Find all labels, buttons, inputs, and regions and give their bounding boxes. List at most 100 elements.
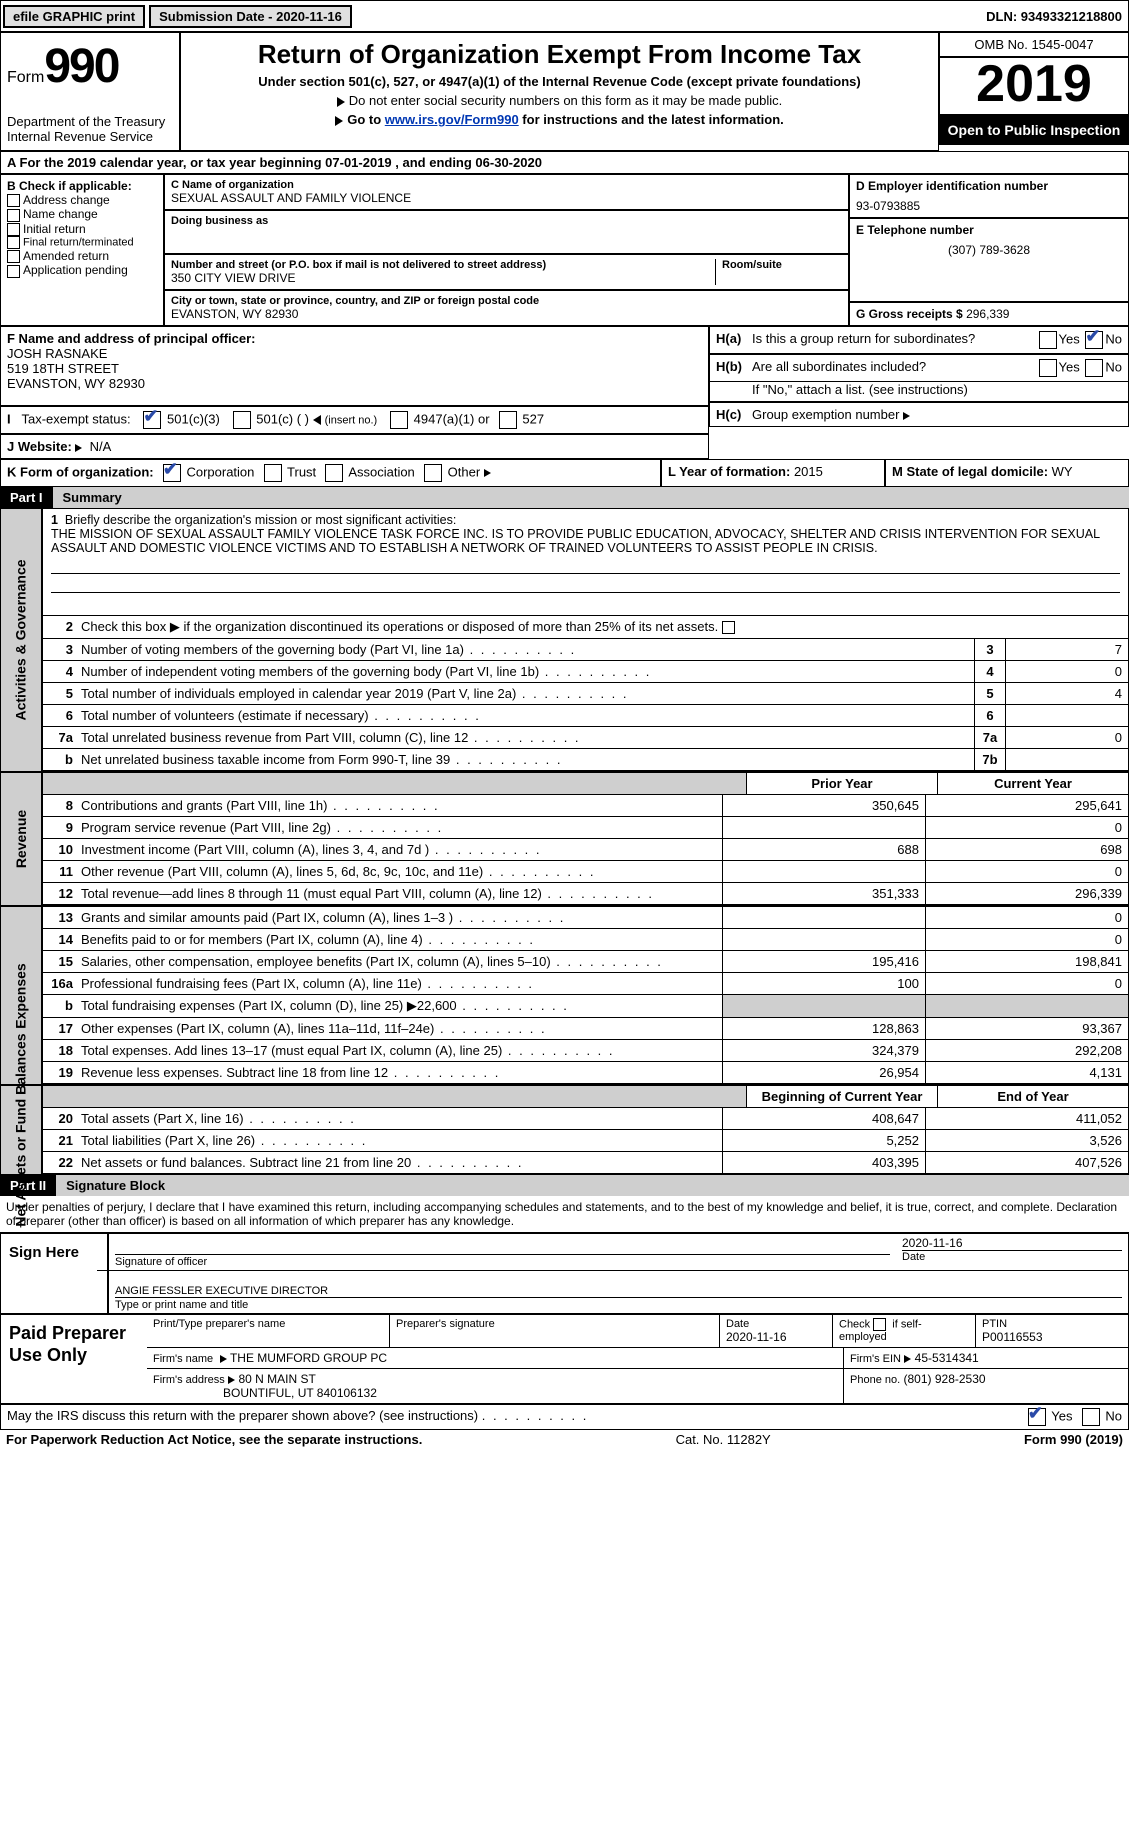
- opt-app-pending: Application pending: [23, 263, 128, 277]
- footer: For Paperwork Reduction Act Notice, see …: [0, 1430, 1129, 1449]
- yes-label: Yes: [1059, 331, 1080, 346]
- section-k: K Form of organization: Corporation Trus…: [0, 459, 661, 487]
- website-val: N/A: [90, 439, 112, 454]
- table-row: 8Contributions and grants (Part VIII, li…: [43, 795, 1128, 817]
- cat-no: Cat. No. 11282Y: [422, 1432, 1024, 1447]
- checkbox-yes[interactable]: [1039, 331, 1057, 349]
- triangle-icon: [220, 1355, 227, 1363]
- firm-ein-val: 45-5314341: [915, 1351, 979, 1365]
- triangle-icon: [337, 97, 345, 107]
- officer-addr2: EVANSTON, WY 82930: [7, 376, 145, 391]
- addr-label: Number and street (or P.O. box if mail i…: [171, 259, 715, 271]
- section-i: I Tax-exempt status: 501(c)(3) 501(c) ( …: [0, 406, 709, 434]
- table-row: 21Total liabilities (Part X, line 26)5,2…: [43, 1130, 1128, 1152]
- city-val: EVANSTON, WY 82930: [171, 307, 842, 321]
- form-subtitle: Under section 501(c), 527, or 4947(a)(1)…: [187, 74, 932, 89]
- l-val: 2015: [794, 464, 823, 479]
- table-row: 16aProfessional fundraising fees (Part I…: [43, 973, 1128, 995]
- department-label: Department of the TreasuryInternal Reven…: [7, 114, 173, 144]
- opt-assoc: Association: [348, 464, 414, 479]
- checkbox-icon[interactable]: [7, 236, 20, 249]
- checkbox-501c[interactable]: [233, 411, 251, 429]
- sig-date: 2020-11-16: [902, 1236, 1122, 1250]
- hb-note: If "No," attach a list. (see instruction…: [752, 382, 1122, 397]
- checkbox-trust[interactable]: [264, 464, 282, 482]
- checkbox-icon[interactable]: [7, 250, 20, 263]
- form990-link[interactable]: www.irs.gov/Form990: [385, 112, 519, 127]
- table-row: 6Total number of volunteers (estimate if…: [43, 705, 1128, 727]
- b-title: B Check if applicable:: [7, 179, 157, 193]
- side-revenue: Revenue: [0, 772, 42, 906]
- fin-header: Prior YearCurrent Year: [43, 773, 1128, 795]
- triangle-icon: [903, 412, 910, 420]
- checkbox-selfemp[interactable]: [873, 1318, 886, 1331]
- year-box: OMB No. 1545-0047 2019 Open to Public In…: [939, 32, 1129, 151]
- discuss-row: May the IRS discuss this return with the…: [0, 1404, 1129, 1430]
- triangle-left-icon: [313, 415, 321, 425]
- checkbox-other[interactable]: [424, 464, 442, 482]
- note-ssn: Do not enter social security numbers on …: [349, 93, 783, 108]
- triangle-icon: [904, 1355, 911, 1363]
- dba-label: Doing business as: [171, 215, 842, 227]
- h-a-row: H(a)Is this a group return for subordina…: [709, 326, 1129, 354]
- checkbox-icon[interactable]: [7, 209, 20, 222]
- table-row: 7aTotal unrelated business revenue from …: [43, 727, 1128, 749]
- room-label: Room/suite: [722, 259, 842, 271]
- side-governance: Activities & Governance: [0, 508, 42, 772]
- section-m: M State of legal domicile: WY: [885, 459, 1129, 487]
- checkbox-yes[interactable]: [1039, 359, 1057, 377]
- sign-here-block: Sign Here Signature of officer 2020-11-1…: [0, 1233, 1129, 1314]
- checkbox-icon[interactable]: [7, 194, 20, 207]
- website-label: J Website:: [7, 439, 72, 454]
- table-row: 4Number of independent voting members of…: [43, 661, 1128, 683]
- form-word: Form: [7, 69, 44, 86]
- m-val: WY: [1052, 464, 1073, 479]
- table-row: 18Total expenses. Add lines 13–17 (must …: [43, 1040, 1128, 1062]
- checkbox-no[interactable]: [1085, 359, 1103, 377]
- checkbox-icon[interactable]: [7, 223, 20, 236]
- checkbox-527[interactable]: [499, 411, 517, 429]
- gross-val: 296,339: [966, 307, 1009, 321]
- org-name: SEXUAL ASSAULT AND FAMILY VIOLENCE: [171, 191, 842, 205]
- prior-year-hdr: Prior Year: [746, 773, 937, 794]
- table-row: 12Total revenue—add lines 8 through 11 (…: [43, 883, 1128, 905]
- goto-pre: Go to: [347, 112, 385, 127]
- part-1-header: Part I Summary: [0, 487, 1129, 508]
- opt-corp: Corporation: [186, 464, 254, 479]
- hc-text: Group exemption number: [752, 407, 899, 422]
- public-inspection-label: Open to Public Inspection: [939, 115, 1129, 145]
- section-b: B Check if applicable: Address change Na…: [0, 174, 164, 326]
- part-1-title: Summary: [53, 487, 1129, 508]
- current-year-hdr: Current Year: [937, 773, 1128, 794]
- section-f: F Name and address of principal officer:…: [0, 326, 709, 406]
- efile-button[interactable]: efile GRAPHIC print: [3, 5, 145, 28]
- line-1: 1 Briefly describe the organization's mi…: [43, 509, 1128, 616]
- officer-printed-name: ANGIE FESSLER EXECUTIVE DIRECTOR: [115, 1273, 1122, 1297]
- checkbox-4947[interactable]: [390, 411, 408, 429]
- goto-post: for instructions and the latest informat…: [519, 112, 784, 127]
- checkbox-icon[interactable]: [7, 265, 20, 278]
- opt-501c3: 501(c)(3): [167, 411, 220, 426]
- opt-initial-return: Initial return: [23, 222, 86, 236]
- checkbox-no[interactable]: [1085, 331, 1103, 349]
- checkbox-assoc[interactable]: [325, 464, 343, 482]
- part-1-label: Part I: [0, 487, 53, 508]
- no-label: No: [1105, 331, 1122, 346]
- officer-name: JOSH RASNAKE: [7, 346, 107, 361]
- opt-4947: 4947(a)(1) or: [414, 411, 490, 426]
- f-label: F Name and address of principal officer:: [7, 331, 256, 346]
- phone-val: (801) 928-2530: [904, 1372, 986, 1386]
- no-label: No: [1105, 359, 1122, 374]
- table-row: 13Grants and similar amounts paid (Part …: [43, 907, 1128, 929]
- checkbox-discuss-no[interactable]: [1082, 1408, 1100, 1426]
- checkbox-501c3[interactable]: [143, 411, 161, 429]
- checkbox-icon[interactable]: [722, 621, 735, 634]
- opt-501c: 501(c) ( ): [256, 411, 309, 426]
- declaration-text: Under penalties of perjury, I declare th…: [0, 1196, 1129, 1233]
- m-label: M State of legal domicile:: [892, 464, 1048, 479]
- org-name-label: C Name of organization: [171, 179, 842, 191]
- checkbox-discuss-yes[interactable]: [1028, 1408, 1046, 1426]
- sign-bracket-icon: [97, 1271, 109, 1313]
- checkbox-corp[interactable]: [163, 464, 181, 482]
- line-2: 2Check this box ▶ if the organization di…: [43, 616, 1128, 639]
